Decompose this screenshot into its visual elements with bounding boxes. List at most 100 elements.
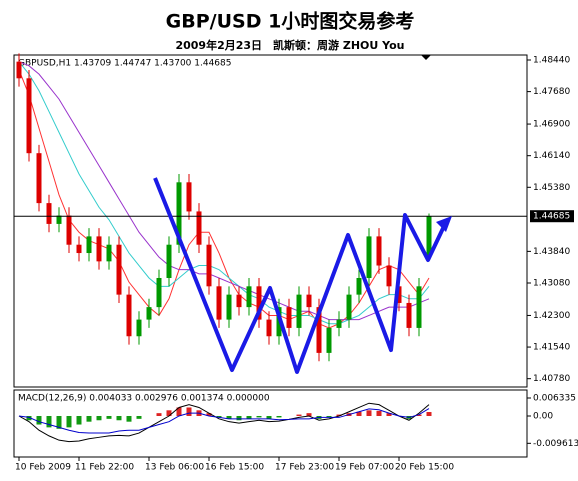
candle-body xyxy=(46,203,52,224)
candle-body xyxy=(66,215,72,245)
x-tick-label: 20 Feb 15:00 xyxy=(395,463,454,473)
candle-body xyxy=(386,265,392,287)
candle-body xyxy=(396,286,402,303)
price-header: GBPUSD,H1 1.43709 1.44747 1.43700 1.4468… xyxy=(18,59,231,69)
y-tick-label: 1.45380 xyxy=(533,183,570,193)
chart-title: GBP/USD 1小时图交易参考 xyxy=(166,10,415,33)
y-tick-label: 1.48440 xyxy=(533,55,570,65)
candle-body xyxy=(366,236,372,278)
trend-drawing xyxy=(153,177,448,374)
candle-body xyxy=(116,244,122,295)
macd-bar xyxy=(96,415,102,421)
macd-bar xyxy=(66,415,72,428)
candle-body xyxy=(426,216,432,257)
macd-bar xyxy=(46,415,52,428)
macd-bar xyxy=(206,413,212,416)
moving-average xyxy=(18,61,430,321)
y-tick-label: 1.43080 xyxy=(533,278,570,288)
y-tick-label: 1.40780 xyxy=(533,374,570,384)
candle-body xyxy=(166,244,172,278)
macd-bar xyxy=(276,415,282,418)
macd-bar xyxy=(166,410,172,416)
macd-bar xyxy=(226,415,232,419)
candle-body xyxy=(316,307,322,353)
macd-bar xyxy=(56,415,62,429)
candle-body xyxy=(246,286,252,308)
macd-bar xyxy=(366,410,372,416)
macd-line xyxy=(18,408,430,434)
x-tick-label: 16 Feb 15:00 xyxy=(205,463,264,473)
candle-body xyxy=(156,277,162,308)
macd-line xyxy=(18,402,430,443)
candle-body xyxy=(76,244,82,254)
y-tick-label: 1.41540 xyxy=(533,343,570,353)
candle-body xyxy=(36,153,42,204)
x-tick-label: 19 Feb 07:00 xyxy=(335,463,394,473)
macd-bar xyxy=(356,411,362,416)
macd-bar xyxy=(216,415,222,418)
annotation-zigzag xyxy=(153,177,452,374)
x-tick-label: 17 Feb 23:00 xyxy=(275,463,334,473)
candle-body xyxy=(56,215,62,224)
macd-bar xyxy=(126,415,132,422)
candle-body xyxy=(196,211,202,245)
moving-average xyxy=(18,61,430,325)
macd-bar xyxy=(416,414,422,416)
macd-bar xyxy=(246,415,252,419)
y-tick-label: 1.42300 xyxy=(533,311,570,321)
candle-body xyxy=(16,61,22,79)
candle-body xyxy=(106,244,112,262)
x-tick-label: 13 Feb 06:00 xyxy=(145,463,204,473)
last-price-box xyxy=(530,210,574,223)
candle-body xyxy=(176,182,182,245)
candle-body xyxy=(96,236,102,262)
macd-bar xyxy=(176,407,182,416)
candle-body xyxy=(306,294,312,308)
macd-header: MACD(12,26,9) 0.004033 0.002976 0.001374… xyxy=(18,394,270,404)
candle-body xyxy=(266,319,272,337)
candle-body xyxy=(226,294,232,320)
macd-bar xyxy=(256,415,262,418)
candle-body xyxy=(256,286,262,320)
candle-body xyxy=(146,307,152,320)
macd-panel xyxy=(13,389,528,458)
y-tick-label: 0.00 xyxy=(533,411,553,421)
y-tick-label: 1.47680 xyxy=(533,87,570,97)
macd-bar xyxy=(236,415,242,421)
x-tick-label: 11 Feb 22:00 xyxy=(75,463,134,473)
macd-bar xyxy=(306,413,312,416)
macd-bar xyxy=(186,407,192,416)
macd-bar xyxy=(386,413,392,416)
macd-bar xyxy=(296,414,302,416)
macd-bar xyxy=(376,410,382,416)
macd-bar xyxy=(426,412,432,416)
y-tick-label: 1.43840 xyxy=(533,247,570,257)
macd-bar xyxy=(36,415,42,425)
candle-body xyxy=(26,78,32,154)
candle-body xyxy=(216,286,222,320)
candle-body xyxy=(86,236,92,254)
macd-bar xyxy=(116,415,122,421)
macd-bar xyxy=(106,415,112,419)
candle-body xyxy=(206,244,212,287)
x-tick-label: 10 Feb 2009 xyxy=(15,463,71,473)
plot-layer: 1.48440 1.47680 1.46900 1.46140 1.45380 1.438… xyxy=(14,53,578,473)
last-price-label: 1.44685 xyxy=(533,212,570,222)
candle-body xyxy=(416,286,422,328)
candle-body xyxy=(136,319,142,337)
y-tick-label: -0.009613 xyxy=(533,439,578,449)
macd-bar xyxy=(86,415,92,422)
shift-marker xyxy=(421,55,431,60)
candle-body xyxy=(356,277,362,295)
candle-body xyxy=(286,307,292,328)
chart-subtitle: 2009年2月23日 凯斯顿：周游 ZHOU You xyxy=(175,38,404,52)
macd-bar xyxy=(26,415,32,421)
candle-body xyxy=(236,294,242,308)
arrow-head xyxy=(436,216,452,232)
macd-bar xyxy=(76,415,82,425)
candle-body xyxy=(336,319,342,328)
candle-body xyxy=(296,294,302,328)
candle-body xyxy=(186,182,192,212)
